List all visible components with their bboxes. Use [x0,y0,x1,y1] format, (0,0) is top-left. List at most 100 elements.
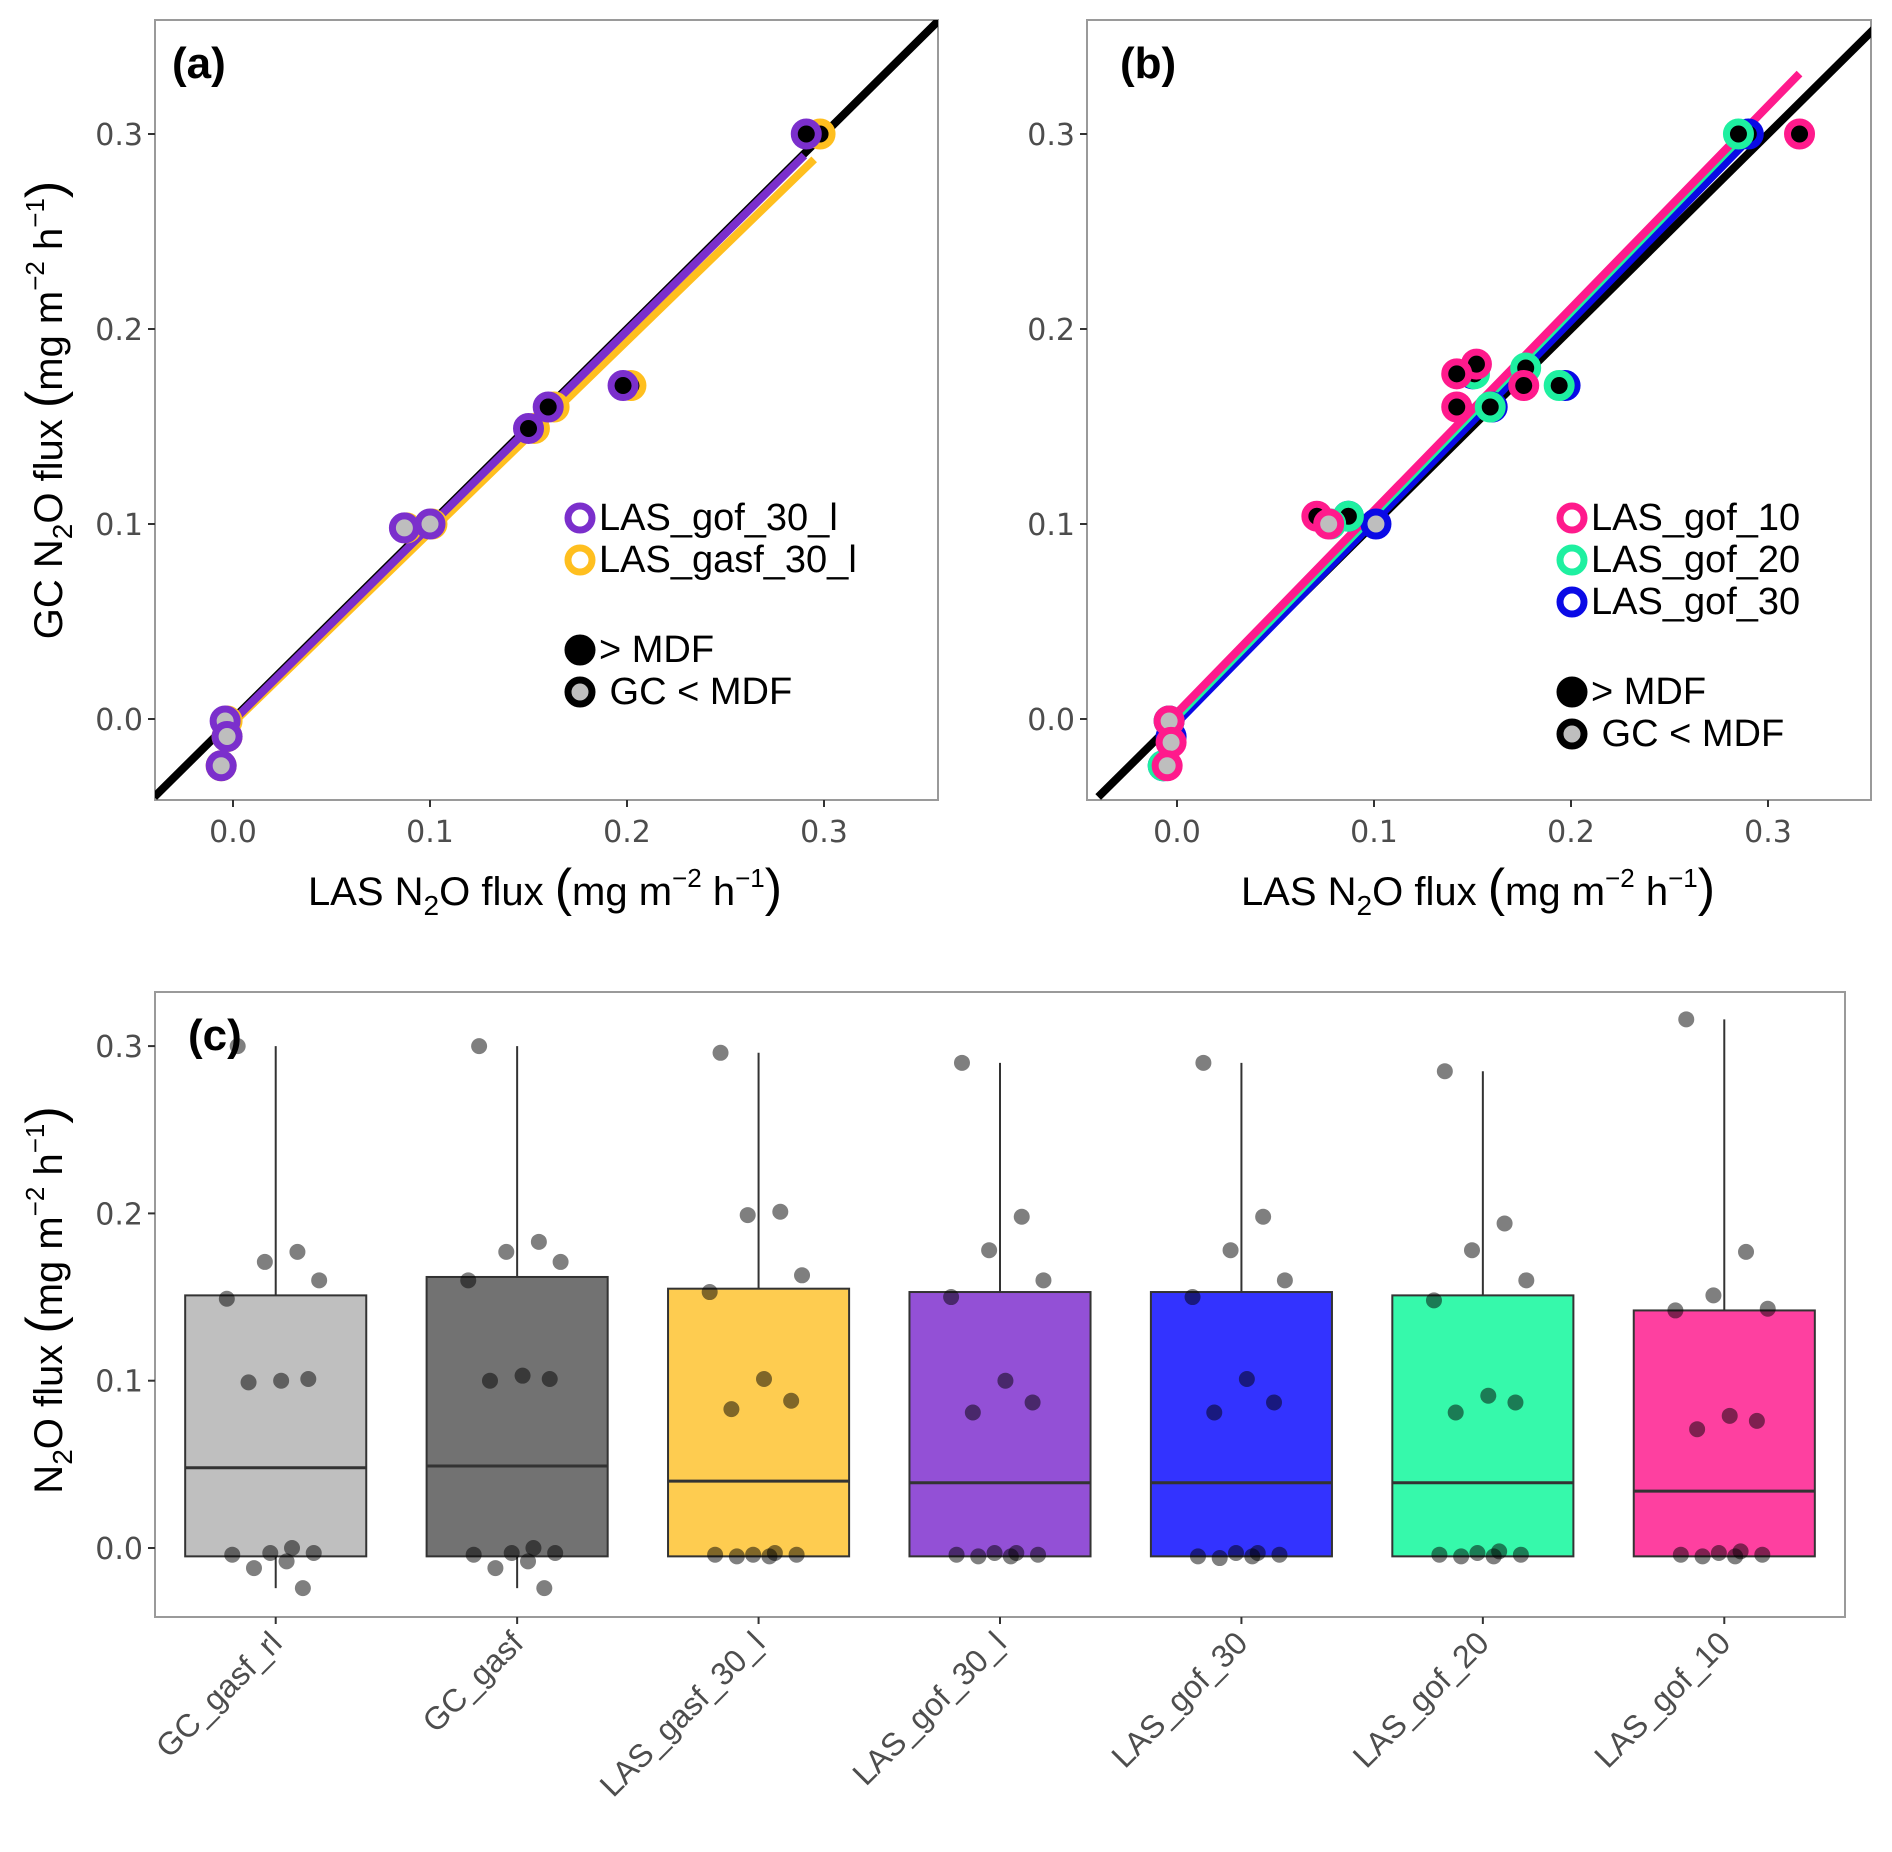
x-category-label: LAS_gasf_30_l [593,1624,772,1803]
jitter-point-las-gof-30-l [948,1546,965,1563]
legend-label: LAS_gof_10 [1591,497,1800,539]
legend-label: > MDF [1591,671,1706,713]
jitter-point-las-gof-30 [1206,1404,1223,1421]
x-category-label: LAS_gof_30 [1104,1624,1254,1774]
x-category-label: LAS_gof_20 [1346,1624,1496,1774]
box-gc-gasf-rl [184,1294,368,1558]
jitter-point-gc-gasf [487,1560,504,1577]
jitter-point-gc-gasf [465,1546,482,1563]
legend-key-las-gof-10 [1556,502,1588,534]
y-tick-label: 0.0 [1027,703,1075,738]
data-point-las-gof-20 [1474,391,1506,423]
x-category-label: LAS_gof_30_l [845,1624,1013,1792]
jitter-point-gc-gasf [541,1371,558,1388]
jitter-point-gc-gasf-rl [229,1038,246,1055]
jitter-point-las-gof-30 [1195,1054,1212,1071]
jitter-point-las-gof-30 [1238,1371,1255,1388]
legend-key-las-gof-30 [1556,586,1588,618]
x-category-label: LAS_gof_10 [1587,1624,1737,1774]
jitter-point-las-gof-30-l [964,1404,981,1421]
legend-key-las-gof-30-l [564,502,596,534]
data-point-las-gof-20 [1543,370,1575,402]
data-point-las-gof-30-l [205,750,237,782]
data-point-las-gof-20 [1722,118,1754,150]
jitter-point-las-gof-20 [1425,1292,1442,1309]
legend-key-las-gof-20 [1556,544,1588,576]
y-tick-label: 0.2 [95,1197,143,1232]
x-tick-label: 0.1 [406,815,454,850]
y-tick-label: 0.3 [1027,118,1075,153]
jitter-point-las-gof-30 [1244,1548,1261,1565]
jitter-point-gc-gasf-rl [245,1560,262,1577]
jitter-point-las-gof-20 [1496,1215,1513,1232]
legend-label: LAS_gof_30 [1591,581,1800,623]
legend-label: LAS_gof_20 [1591,539,1800,581]
x-tick-label: 0.0 [1153,815,1201,850]
x-tick-label: 0.2 [603,815,651,850]
jitter-point-gc-gasf-rl [273,1372,290,1389]
x-tick-label: 0.0 [209,815,257,850]
jitter-point-las-gof-30 [1184,1289,1201,1306]
legend-key-below-mdf [564,676,596,708]
jitter-point-las-gof-30-l [953,1054,970,1071]
y-tick-label: 0.3 [95,1030,143,1065]
jitter-point-las-gasf-30-l [761,1548,778,1565]
jitter-point-las-gof-30-l [981,1242,998,1259]
jitter-point-las-gof-30 [1266,1394,1283,1411]
panel-a-x-axis-title: LAS N2O flux (mg m−2 h−1) [308,859,782,921]
jitter-point-las-gasf-30-l [772,1203,789,1220]
jitter-point-gc-gasf [503,1545,520,1562]
box-las-gof-20 [1391,1294,1575,1558]
y-tick-label: 0.2 [1027,313,1075,348]
panel-a-scatter: 0.0 0.1 0.2 0.3 0.0 0.1 0.2 0.3 (a) LAS_gof_30… [16,19,939,921]
data-point-las-gof-30-l [414,508,446,540]
jitter-point-las-gasf-30-l [745,1546,762,1563]
jitter-point-las-gasf-30-l [707,1546,724,1563]
jitter-point-las-gof-30-l [1030,1546,1047,1563]
panel-c-y-axis-title: N2O flux (mg m−2 h−1) [16,1106,78,1493]
data-point-las-gof-30-l [607,370,639,402]
data-point-las-gof-10 [1441,391,1473,423]
x-category-label: GC_gasf [415,1624,530,1739]
jitter-point-las-gof-10 [1748,1412,1765,1429]
data-point-las-gof-10 [1313,508,1345,540]
jitter-point-las-gof-30 [1271,1546,1288,1563]
jitter-point-gc-gasf [552,1253,569,1270]
data-point-las-gof-30-l [513,412,544,444]
jitter-point-gc-gasf-rl [224,1546,241,1563]
data-point-las-gof-10 [1784,118,1816,150]
jitter-point-gc-gasf-rl [218,1290,235,1307]
jitter-point-gc-gasf-rl [278,1553,295,1570]
jitter-point-las-gof-30-l [1035,1272,1052,1289]
x-category-label: GC_gasf_rl [149,1624,289,1764]
x-tick-label: 0.1 [1350,815,1398,850]
jitter-point-gc-gasf [520,1553,537,1570]
jitter-point-gc-gasf-rl [294,1580,311,1597]
legend-label: LAS_gasf_30_l [599,539,857,581]
jitter-point-las-gof-10 [1738,1243,1755,1260]
jitter-point-las-gasf-30-l [701,1284,718,1301]
jitter-point-las-gof-30-l [970,1548,987,1565]
jitter-point-gc-gasf [481,1372,498,1389]
y-tick-label: 0.1 [95,1365,143,1400]
x-tick-label: 0.2 [1547,815,1595,850]
jitter-point-las-gasf-30-l [788,1546,805,1563]
legend-key-above-mdf [1556,676,1588,708]
panel-b-tag: (b) [1120,39,1176,88]
jitter-point-gc-gasf [525,1540,542,1556]
jitter-point-gc-gasf [530,1233,547,1250]
panel-a-tag: (a) [172,39,226,88]
jitter-point-las-gof-30-l [997,1372,1014,1389]
data-point-las-gof-30 [1360,508,1392,540]
jitter-point-las-gof-30-l [986,1545,1003,1562]
jitter-point-las-gof-20 [1469,1545,1486,1562]
jitter-point-las-gof-30 [1211,1550,1228,1567]
box-las-gof-30 [1149,1291,1333,1558]
jitter-point-las-gasf-30-l [756,1371,773,1388]
jitter-point-las-gasf-30-l [712,1044,729,1061]
jitter-point-las-gof-30 [1276,1272,1293,1289]
jitter-point-las-gof-30 [1255,1208,1272,1225]
jitter-point-las-gof-30-l [943,1289,960,1306]
panel-a-y-axis-title: GC N2O flux (mg m−2 h−1) [16,181,78,640]
